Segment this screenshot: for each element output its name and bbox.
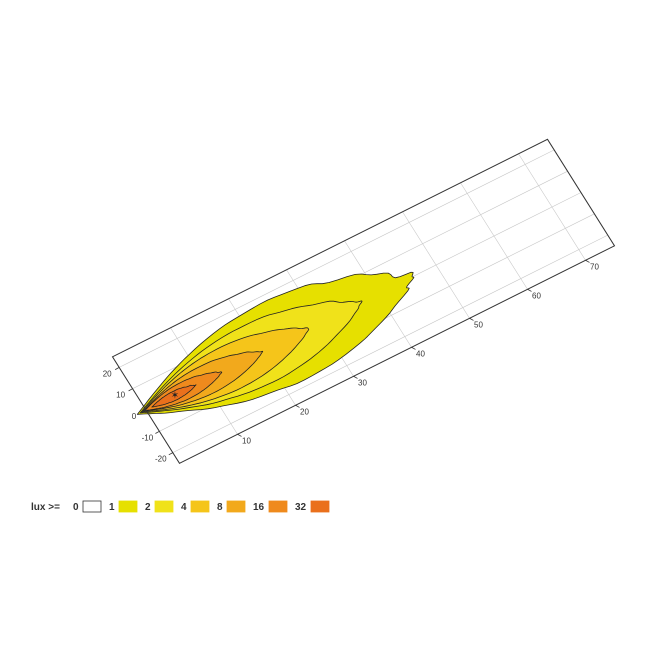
legend-prefix: lux >= [31, 502, 60, 513]
x-tick-label: 30 [358, 378, 367, 387]
legend-label: 16 [253, 502, 265, 513]
y-tick-mark [128, 388, 133, 392]
y-tick-label: 20 [103, 369, 112, 378]
legend: lux >= 0 1 2 4 8 16 32 [31, 500, 330, 513]
x-tick-mark [237, 433, 242, 437]
legend-label: 1 [109, 502, 115, 513]
y-tick-mark [115, 367, 120, 370]
x-tick-label: 60 [532, 291, 541, 300]
legend-label: 8 [217, 502, 223, 513]
y-axis-ticks: 20 10 0 -10 -20 [103, 367, 173, 464]
contour-level-32 [151, 384, 197, 408]
x-tick-mark [585, 259, 590, 263]
x-tick-mark [411, 346, 416, 350]
y-tick-mark [155, 430, 160, 434]
legend-swatch [268, 500, 288, 513]
isolux-contours [136, 271, 415, 415]
y-tick-label: -20 [155, 455, 167, 464]
grid-line-y [172, 234, 608, 453]
x-tick-label: 70 [590, 262, 599, 271]
x-tick-label: 50 [474, 320, 483, 329]
y-tick-mark [141, 409, 147, 413]
y-tick-label: 10 [116, 391, 125, 400]
legend-swatch [118, 500, 138, 513]
legend-swatch [82, 500, 102, 513]
x-tick-mark [469, 317, 474, 321]
grid-line-y [119, 149, 555, 368]
legend-label: 4 [181, 502, 187, 513]
y-tick-label: 0 [132, 412, 137, 421]
x-tick-label: 40 [416, 349, 425, 358]
y-tick-label: -10 [142, 433, 154, 442]
source-star-icon: ✶ [171, 391, 179, 402]
x-axis-ticks: 10 20 30 40 50 60 70 [237, 259, 599, 445]
legend-swatch [154, 500, 174, 513]
x-tick-mark [527, 288, 532, 292]
legend-label: 2 [145, 502, 151, 513]
x-tick-mark [353, 375, 358, 379]
x-tick-label: 20 [300, 407, 309, 416]
x-tick-mark [295, 404, 300, 408]
y-tick-mark [168, 452, 173, 456]
legend-swatch [310, 500, 330, 513]
light-source-marker: ✶ [171, 391, 179, 402]
x-tick-label: 10 [242, 436, 251, 445]
legend-label: 0 [73, 502, 79, 513]
legend-label: 32 [295, 502, 307, 513]
legend-swatch [226, 500, 246, 513]
legend-swatch [190, 500, 210, 513]
